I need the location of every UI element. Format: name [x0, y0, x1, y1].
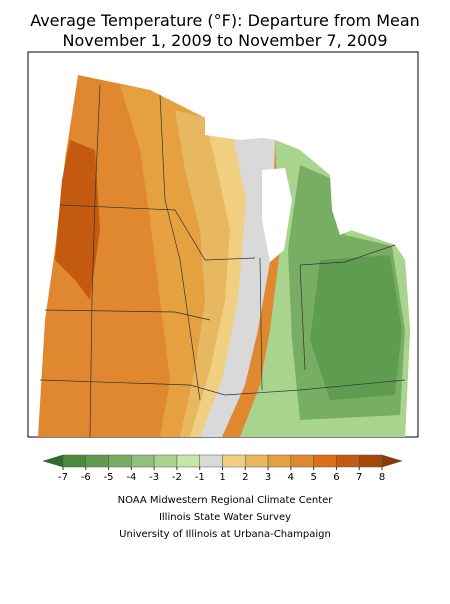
- legend-swatch: [245, 454, 269, 468]
- legend-swatch: [358, 454, 383, 468]
- legend-tick-label: 6: [333, 472, 339, 483]
- state-line: [299, 264, 306, 371]
- legend-tick-label: -3: [149, 472, 159, 483]
- legend-swatch: [381, 454, 403, 468]
- legend-swatch: [153, 454, 178, 468]
- legend-swatch: [336, 454, 360, 468]
- legend-tick-label: 8: [379, 472, 385, 483]
- state-line: [39, 379, 406, 396]
- legend-swatch: [199, 454, 223, 468]
- region-near: [190, 120, 250, 437]
- legend-swatch: [313, 454, 337, 468]
- legend-tick-label: -6: [81, 472, 91, 483]
- legend-tick-label: -1: [195, 472, 205, 483]
- legend-swatch: [176, 454, 200, 468]
- state-line: [89, 84, 101, 438]
- credit: Illinois State Water Survey: [159, 512, 291, 523]
- credit: NOAA Midwestern Regional Climate Center: [118, 495, 334, 506]
- state-line: [299, 244, 396, 266]
- legend-tick-label: 3: [265, 472, 271, 483]
- lake-michigan: [262, 168, 292, 262]
- legend-tick-label: 7: [356, 472, 362, 483]
- state-line: [59, 204, 256, 261]
- legend-swatch: [62, 454, 87, 468]
- legend-tick-label: -5: [104, 472, 114, 483]
- lake-superior: [205, 110, 375, 185]
- legend-tick-label: -4: [126, 472, 136, 483]
- legend-swatch: [267, 454, 292, 468]
- legend-tick-label: 1: [219, 472, 225, 483]
- region-very-warm: [55, 140, 100, 300]
- region-coolest: [310, 255, 402, 400]
- legend-swatch: [108, 454, 132, 468]
- legend-tick-label: -2: [172, 472, 182, 483]
- legend-swatch: [222, 454, 246, 468]
- title: Average Temperature (°F): Departure from…: [30, 11, 420, 30]
- state-line: [159, 94, 201, 401]
- legend-swatch: [131, 454, 155, 468]
- legend-tick-label: 2: [242, 472, 248, 483]
- credit: University of Illinois at Urbana-Champai…: [119, 529, 331, 540]
- state-line: [259, 257, 263, 391]
- subtitle: November 1, 2009 to November 7, 2009: [62, 31, 387, 50]
- legend: -7 -6 -5 -4 -3 -2 -1 1 2 3 4 5 6 7 8: [42, 454, 403, 483]
- region-normal: [200, 132, 275, 437]
- legend-swatch: [42, 454, 64, 468]
- legend-swatch: [290, 454, 314, 468]
- state-line: [44, 309, 211, 321]
- legend-swatch: [85, 454, 109, 468]
- legend-tick-label: 4: [288, 472, 294, 483]
- lake-huron: [330, 175, 360, 235]
- legend-tick-label: 5: [310, 472, 316, 483]
- map: [27, 51, 419, 438]
- legend-tick-label: -7: [58, 472, 68, 483]
